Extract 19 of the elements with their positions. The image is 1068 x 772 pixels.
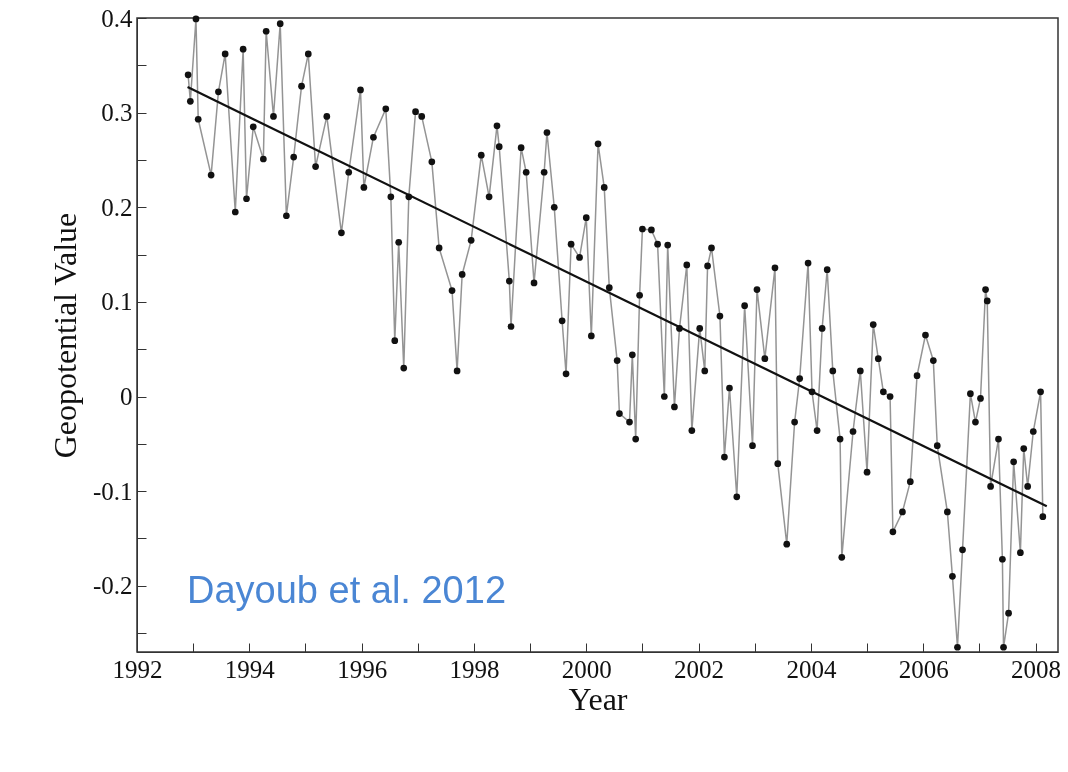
x-tick-label: 2004 [786, 655, 837, 683]
y-tick-label: -0.1 [92, 477, 133, 505]
y-tick-label: 0.2 [101, 193, 133, 221]
y-tick-label: 0.3 [101, 99, 133, 127]
y-tick-label: 0.1 [101, 288, 133, 316]
x-axis-title: Year [568, 680, 628, 717]
annotation: Dayoub et al. 2012 [187, 569, 507, 611]
x-tick-label: 2006 [898, 655, 949, 683]
x-tick-label: 2002 [674, 655, 725, 683]
x-tick-label: 2000 [561, 655, 612, 683]
y-axis-title: Geopotential Value [46, 212, 83, 459]
x-tick-label: 1994 [224, 655, 276, 683]
y-tick-label: 0 [120, 383, 133, 411]
x-tick-label: 1992 [112, 655, 163, 683]
x-tick-label: 2008 [1011, 655, 1062, 683]
x-tick-label: 1998 [449, 655, 500, 683]
x-tick-label: 1996 [337, 655, 388, 683]
y-tick-label: 0.4 [101, 4, 133, 32]
y-tick-label: -0.2 [92, 572, 133, 600]
